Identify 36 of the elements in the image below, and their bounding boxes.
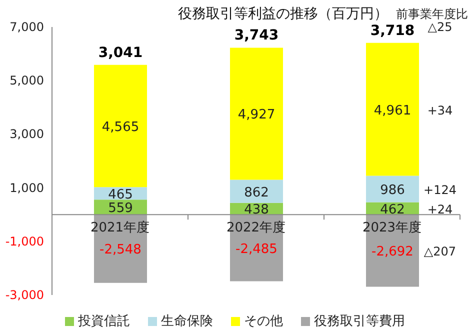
data-label: 4,565	[102, 120, 140, 135]
annotation: +24	[427, 202, 453, 216]
y-tick-label: 3,000	[10, 127, 44, 142]
annotation: +124	[424, 183, 456, 198]
y-tick-label: 1,000	[10, 180, 44, 195]
text: 前事業年度比	[396, 7, 468, 21]
bar	[230, 48, 283, 180]
legend-label: その他	[244, 313, 283, 330]
bar	[94, 64, 147, 188]
y-tick-label: 5,000	[10, 74, 44, 88]
data-label: -2,692	[372, 244, 414, 260]
data-label: 465	[108, 187, 133, 202]
data-label: 559	[108, 201, 133, 216]
data-label: 438	[244, 202, 269, 218]
annotation: △25	[428, 20, 452, 34]
total-label: 3,743	[234, 28, 279, 44]
bar	[230, 180, 283, 203]
data-label: 986	[380, 183, 405, 198]
total-label: 3,718	[370, 22, 415, 39]
bar	[366, 42, 419, 176]
data-label: 4,927	[238, 108, 276, 123]
data-label: -2,485	[236, 242, 278, 257]
y-tick-label: -1,000	[5, 234, 44, 248]
total-label: 3,041	[98, 44, 143, 61]
data-label: 4,961	[374, 103, 412, 118]
annotation: +34	[427, 103, 453, 118]
chart-title: 役務取引等利益の推移（百万円）	[178, 6, 388, 22]
legend-label: 役務取引等費用	[314, 313, 405, 330]
y-tick-label: -3,000	[5, 288, 44, 302]
annotation: △207	[424, 244, 456, 259]
data-label: 862	[244, 185, 269, 200]
legend-label: 投資信託	[78, 313, 130, 330]
y-tick-label: 7,000	[10, 20, 44, 34]
data-label: -2,548	[100, 242, 142, 258]
data-label: 462	[380, 202, 405, 218]
legend-label: 生命保険	[161, 313, 213, 330]
